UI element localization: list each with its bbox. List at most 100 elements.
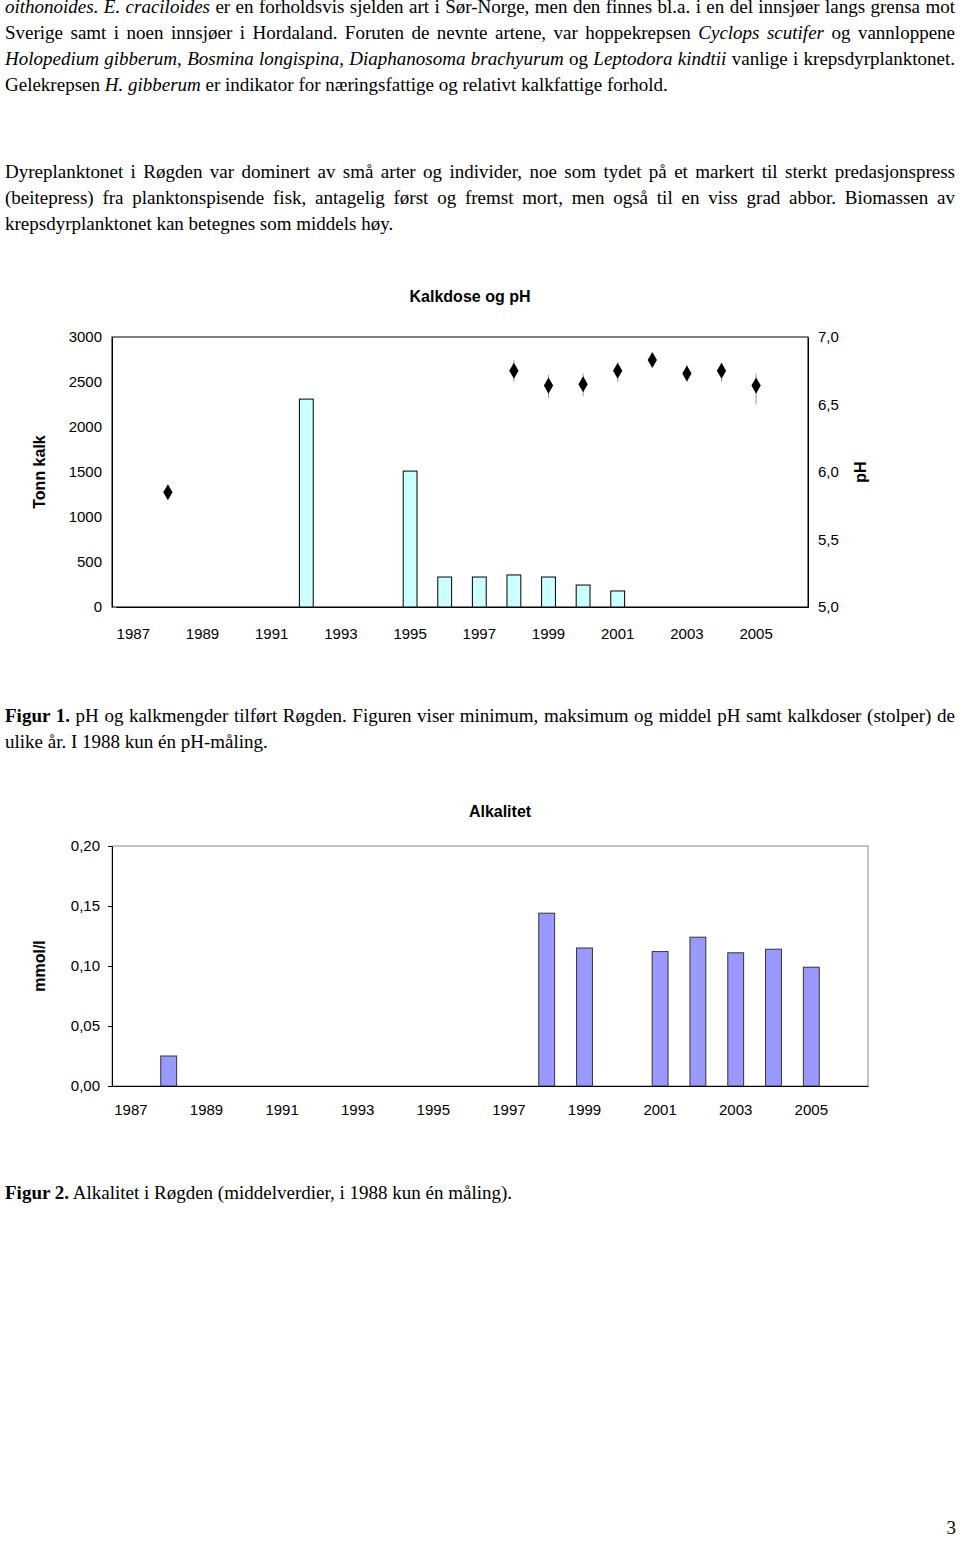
mean-marker (717, 363, 726, 379)
tick: 1993 (324, 607, 357, 642)
tick-label: 2001 (601, 625, 634, 642)
tick: 2005 (795, 1086, 828, 1118)
tick-label: 1999 (568, 1101, 601, 1118)
tick-label: 1991 (255, 625, 288, 642)
plot-marks (161, 913, 819, 1086)
bar (161, 1056, 177, 1086)
tick-label: 0,15 (71, 897, 100, 914)
chart-title: Alkalitet (469, 803, 532, 820)
tick-label: 1993 (324, 625, 357, 642)
tick: 500 (77, 553, 112, 570)
tick: 1000 (69, 508, 112, 525)
caption-label: Figur 2. (5, 1182, 69, 1203)
species-name: Holopedium gibberum (5, 48, 177, 69)
bar (299, 399, 313, 607)
tick-label: 1987 (117, 625, 150, 642)
species-name: H. gibberum (105, 74, 201, 95)
page-number: 3 (940, 1515, 956, 1541)
tick-label: 2003 (719, 1101, 752, 1118)
bar (403, 471, 417, 607)
x-axis: 1987 1989 1991 1993 1995 1997 1999 2001 2003 2005 (117, 607, 809, 642)
tick-label: 1000 (69, 508, 102, 525)
caption-text: Alkalitet i Røgden (middelverdier, i 198… (69, 1182, 512, 1203)
y-axis-title: Tonn kalk (31, 435, 48, 509)
species-name: Diaphanosoma brachyurum (349, 48, 563, 69)
tick: 1997 (463, 607, 496, 642)
tick-label: 2000 (69, 418, 102, 435)
species-name: Bosmina longispina (187, 48, 339, 69)
tick: 2003 (719, 1086, 752, 1118)
tick-label: 7,0 (818, 328, 839, 345)
axis-line (112, 847, 113, 1087)
tick-label: 2500 (69, 373, 102, 390)
tick-label: 1987 (114, 1101, 147, 1118)
tick: 1991 (255, 607, 288, 642)
tick: 5,0 (808, 598, 839, 615)
bar (690, 937, 706, 1086)
mean-marker (163, 484, 172, 500)
tick-label: 1995 (417, 1101, 450, 1118)
tick-label: 6,5 (818, 396, 839, 413)
y-axis-title: mmol/l (31, 940, 48, 992)
tick-label: 1997 (492, 1101, 525, 1118)
bar (539, 913, 555, 1086)
bar (438, 577, 452, 607)
chart: Alkalitet0,000,050,100,150,2019871989199… (31, 803, 869, 1118)
chart: Kalkdose og pH0500100015002000250030005,… (31, 288, 869, 642)
plot-frame (112, 337, 808, 607)
tick-label: 1999 (532, 625, 565, 642)
tick: 1999 (532, 607, 565, 642)
tick: 6,0 (808, 463, 839, 480)
axis-line (808, 338, 809, 608)
bar (542, 577, 556, 607)
tick-label: 2001 (643, 1101, 676, 1118)
tick: 0,00 (71, 1077, 112, 1094)
tick: 1987 (117, 607, 150, 642)
bar (766, 949, 782, 1086)
text-run: og vannloppene (824, 22, 955, 43)
text-run: Dyreplanktonet i Røgden var dominert av … (5, 161, 955, 234)
tick-label: 5,5 (818, 531, 839, 548)
tick: 0,10 (71, 957, 112, 974)
text-run: og (564, 48, 594, 69)
tick-label: 2005 (739, 625, 772, 642)
mean-marker (751, 378, 760, 394)
tick-label: 1991 (265, 1101, 298, 1118)
text-run: er indikator for næringsfattige og relat… (201, 74, 668, 95)
tick: 1500 (69, 463, 112, 480)
paragraph: oithonoides. E. craciloides er en forhol… (5, 0, 955, 98)
y2-axis-title: pH (852, 461, 869, 482)
tick-label: 1989 (186, 625, 219, 642)
tick: 3000 (69, 328, 112, 345)
species-name: Leptodora kindtii (593, 48, 726, 69)
mean-marker (648, 352, 657, 368)
bar (803, 967, 819, 1086)
paragraph: Dyreplanktonet i Røgden var dominert av … (5, 159, 955, 237)
tick-label: 2003 (670, 625, 703, 642)
tick: 0 (94, 598, 112, 615)
tick-label: 1995 (393, 625, 426, 642)
tick: 2500 (69, 373, 112, 390)
tick-mark (108, 966, 112, 967)
tick: 2001 (601, 607, 634, 642)
tick-label: 0 (94, 598, 102, 615)
bar (652, 952, 668, 1086)
tick-label: 0,20 (71, 837, 100, 854)
species-name: oithonoides. E. craciloides (5, 0, 210, 17)
tick-label: 3000 (69, 328, 102, 345)
tick-mark (108, 1086, 112, 1087)
tick-label: 1993 (341, 1101, 374, 1118)
tick: 1995 (417, 1086, 450, 1118)
axis-line (117, 607, 809, 608)
x-axis: 1987198919911993199519971999200120032005 (113, 1086, 869, 1118)
tick-mark (108, 906, 112, 907)
mean-marker (682, 365, 691, 381)
tick: 6,5 (808, 396, 839, 413)
tick: 1995 (393, 607, 426, 642)
text-run: , (339, 48, 349, 69)
mean-marker (544, 378, 553, 394)
tick: 7,0 (808, 328, 839, 345)
tick: 2001 (643, 1086, 676, 1118)
tick: 1997 (492, 1086, 525, 1118)
tick-label: 5,0 (818, 598, 839, 615)
